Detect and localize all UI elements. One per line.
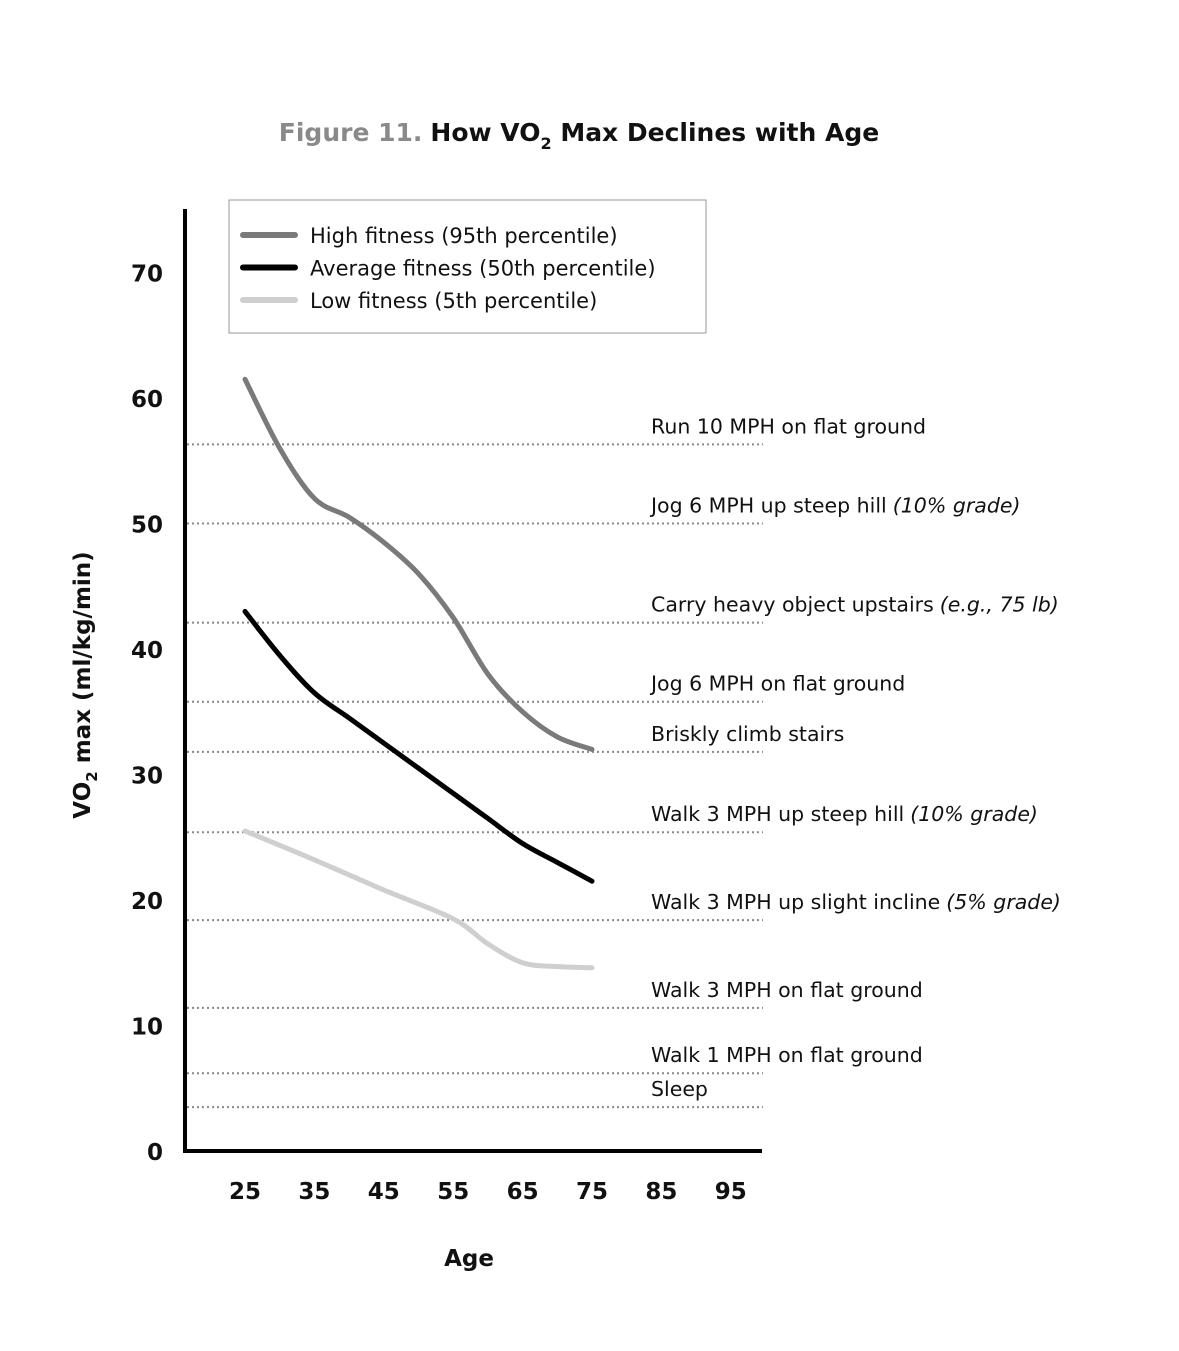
reference-label: Jog 6 MPH up steep hill (10% grade)	[649, 494, 1020, 518]
x-axis-title: Age	[444, 1246, 494, 1272]
x-tick-label: 95	[715, 1179, 747, 1205]
reference-label-note: (e.g., 75 lb)	[940, 593, 1059, 617]
reference-label-text: Jog 6 MPH on flat ground	[649, 672, 905, 696]
x-tick-label: 55	[437, 1179, 469, 1205]
low-fitness-line	[242, 828, 595, 971]
reference-label: Walk 3 MPH up slight incline (5% grade)	[651, 890, 1061, 914]
x-tick-label: 65	[507, 1179, 539, 1205]
chart-title-suffix: Max Declines with Age	[552, 118, 880, 147]
reference-label: Walk 3 MPH up steep hill (10% grade)	[651, 802, 1038, 826]
legend: High fitness (95th percentile) Average fi…	[228, 199, 707, 334]
y-tick-label: 50	[131, 513, 163, 539]
x-axis-ticks: 25 35 45 55 65 75 85 95	[229, 1179, 747, 1205]
y-tick-label: 70	[131, 262, 163, 288]
y-tick-label: 30	[131, 764, 163, 790]
reference-label: Briskly climb stairs	[651, 722, 844, 746]
y-axis-title-prefix: VO	[70, 782, 96, 819]
x-tick-label: 75	[576, 1179, 608, 1205]
y-tick-label: 0	[147, 1140, 163, 1166]
y-axis-title-suffix: max (ml/kg/min)	[70, 551, 96, 771]
reference-label: Carry heavy object upstairs (e.g., 75 lb)	[651, 593, 1059, 617]
reference-label-text: Walk 3 MPH on flat ground	[651, 978, 923, 1002]
reference-label-text: Jog 6 MPH up steep hill	[649, 494, 887, 518]
reference-label-text: Run 10 MPH on flat ground	[651, 414, 926, 438]
reference-label: Run 10 MPH on flat ground	[651, 414, 926, 438]
y-tick-label: 40	[131, 638, 163, 664]
chart-title-figure-label: Figure 11.	[279, 118, 423, 147]
reference-label-text: Carry heavy object upstairs	[651, 593, 934, 617]
reference-label-note: (10% grade)	[910, 802, 1038, 826]
average-fitness-line	[242, 608, 595, 884]
reference-label: Walk 3 MPH on flat ground	[651, 978, 923, 1002]
data-series	[242, 376, 595, 971]
y-tick-label: 60	[131, 387, 163, 413]
reference-label-note: (5% grade)	[946, 890, 1061, 914]
activity-reference-lines: Run 10 MPH on flat ground Jog 6 MPH up st…	[187, 414, 1061, 1109]
reference-label: Walk 1 MPH on flat ground	[651, 1043, 923, 1067]
chart-title-prefix: How VO	[430, 118, 540, 147]
legend-label: High fitness (95th percentile)	[310, 224, 618, 248]
y-axis-title: VO2 max (ml/kg/min)	[70, 551, 101, 818]
x-tick-label: 45	[368, 1179, 400, 1205]
y-axis-ticks: 0 10 20 30 40 50 60 70	[131, 262, 163, 1167]
legend-box	[228, 199, 707, 334]
x-tick-label: 25	[229, 1179, 261, 1205]
legend-label: Low fitness (5th percentile)	[310, 289, 597, 313]
high-fitness-line	[242, 376, 595, 752]
chart-title: Figure 11. How VO2 Max Declines with Age	[279, 118, 879, 153]
reference-label-text: Briskly climb stairs	[651, 722, 844, 746]
legend-label: Average fitness (50th percentile)	[310, 257, 656, 281]
y-tick-label: 10	[131, 1015, 163, 1041]
y-tick-label: 20	[131, 889, 163, 915]
x-tick-label: 85	[645, 1179, 677, 1205]
chart-title-subscript: 2	[540, 134, 551, 153]
reference-label-text: Walk 3 MPH up steep hill	[651, 802, 904, 826]
reference-label-text: Walk 3 MPH up slight incline	[651, 890, 940, 914]
reference-label: Jog 6 MPH on flat ground	[649, 672, 905, 696]
reference-label-text: Sleep	[651, 1077, 708, 1101]
reference-label-text: Walk 1 MPH on flat ground	[651, 1043, 923, 1067]
reference-label-note: (10% grade)	[893, 494, 1021, 518]
reference-label: Sleep	[651, 1077, 708, 1101]
y-axis-title-subscript: 2	[83, 771, 101, 781]
x-tick-label: 35	[298, 1179, 330, 1205]
